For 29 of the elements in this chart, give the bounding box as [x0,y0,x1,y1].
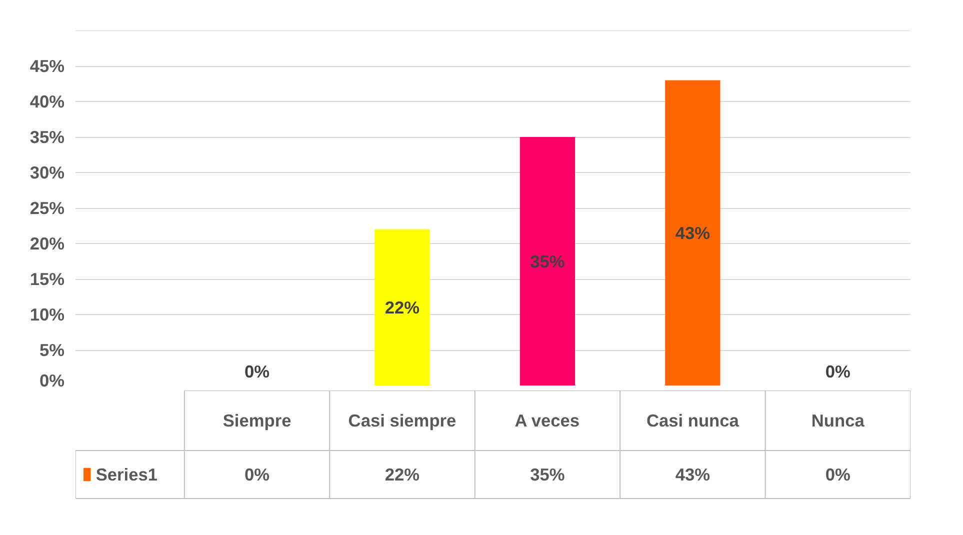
y-tick-label: 20% [30,234,65,254]
data-label: 0% [244,464,270,484]
data-label: 43% [675,464,710,484]
text: 22% [384,297,420,318]
x-tick-label: Casi nunca [646,410,740,430]
data-label: 22% [384,464,420,484]
x-tick-label: Nunca [811,410,865,430]
y-tick-label: 5% [39,340,64,360]
y-tick-label: 15% [30,269,65,289]
bar [520,137,576,386]
x-tick-label: Casi siempre [348,410,457,430]
data-label: 35% [530,464,565,484]
bar [665,80,720,386]
y-tick-label: 25% [30,198,65,218]
bar [374,229,430,386]
legend-label: Series1 [96,464,158,484]
text: 43% [675,222,710,243]
x-tick-label: Siempre [222,410,292,430]
y-tick-label: 35% [30,127,65,147]
y-tick-label: 0% [39,370,64,390]
y-tick-label: 10% [30,304,65,324]
x-tick-label: A veces [514,410,580,430]
y-tick-label: 45% [30,56,65,76]
y-tick-label: 30% [30,162,65,182]
text: 35% [530,251,565,272]
data-label: 0% [825,464,850,484]
text: 0% [825,362,850,382]
text: 0% [244,362,270,382]
y-tick-label: 40% [30,92,65,112]
